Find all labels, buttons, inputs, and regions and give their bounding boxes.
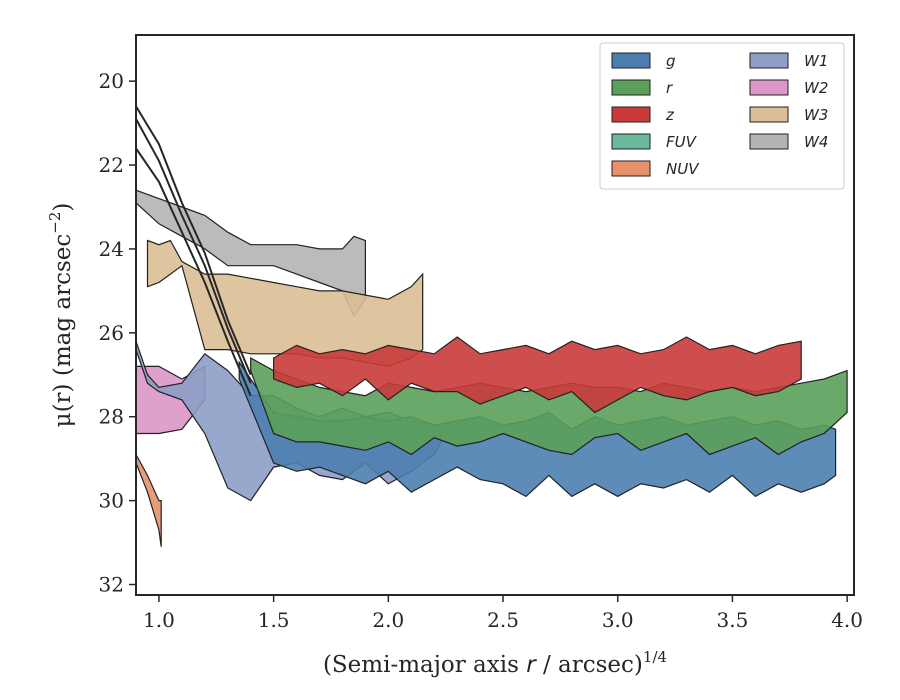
legend-label-z: z — [665, 106, 675, 124]
model-curves — [136, 105, 252, 397]
legend-label-w1: W1 — [804, 52, 828, 70]
y-tick-label: 32 — [99, 573, 124, 597]
x-tick-label: 3.0 — [602, 608, 634, 632]
legend-swatch-nuv — [611, 160, 651, 177]
y-tick-label: 24 — [99, 237, 124, 261]
x-tick-label: 2.5 — [487, 608, 519, 632]
legend-label-r: r — [666, 79, 673, 97]
x-tick-label: 2.0 — [372, 608, 404, 632]
legend-swatch-w1 — [749, 52, 789, 69]
y-axis-label: μ(r) (mag arcsec−2) — [46, 203, 76, 428]
legend-swatch-w2 — [749, 79, 789, 96]
legend: grz FUV NUV W1 W2 W3 W4 — [599, 42, 845, 190]
series-layer — [136, 189, 848, 547]
legend-swatch-fuv — [611, 133, 651, 150]
y-tick-label: 20 — [99, 69, 124, 93]
legend-label-w4: W4 — [804, 133, 828, 151]
x-tick-label: 1.5 — [258, 608, 290, 632]
x-axis: 1.0 1.5 2.0 2.5 3.0 3.5 4.0 — [143, 595, 863, 632]
y-tick-label: 22 — [99, 153, 124, 177]
series-band-z — [273, 336, 802, 414]
legend-swatch-w4 — [749, 133, 789, 150]
y-tick-label: 30 — [99, 489, 124, 513]
plot-frame — [135, 34, 855, 596]
y-tick-label: 28 — [99, 405, 124, 429]
y-axis: 20 22 24 26 28 30 32 — [99, 69, 136, 597]
x-tick-label: 4.0 — [831, 608, 863, 632]
legend-swatch-z — [611, 106, 651, 123]
model-curve-1 — [136, 105, 252, 376]
x-tick-label: 3.5 — [717, 608, 749, 632]
legend-label-fuv: FUV — [666, 133, 698, 151]
x-axis-label: (Semi-major axis r / arcsec)1/4 — [323, 648, 667, 678]
legend-swatch-w3 — [749, 106, 789, 123]
legend-swatch-r — [611, 79, 651, 96]
legend-label-w2: W2 — [804, 79, 828, 97]
x-tick-label: 1.0 — [143, 608, 175, 632]
legend-label-g: g — [666, 52, 676, 70]
series-band-nuv — [136, 454, 162, 547]
legend-label-w3: W3 — [804, 106, 828, 124]
legend-label-nuv: NUV — [666, 160, 700, 178]
y-tick-label: 26 — [99, 321, 124, 345]
model-curve-3 — [136, 147, 252, 397]
legend-swatch-g — [611, 52, 651, 69]
model-curve-2 — [136, 118, 252, 384]
series-band-w3 — [146, 239, 424, 368]
